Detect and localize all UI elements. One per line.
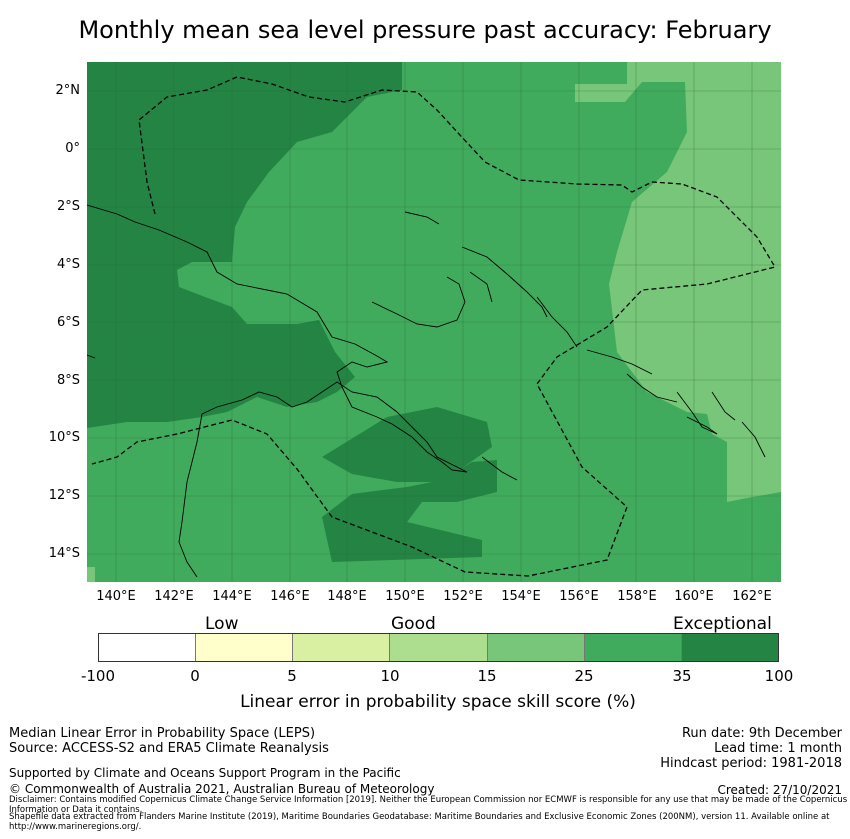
shapefile-credit: Shapefile data extracted from Flanders M…	[9, 812, 830, 832]
graticule	[87, 62, 781, 582]
colorbar-swatch	[584, 634, 682, 661]
run-date: Run date: 9th December	[681, 726, 842, 741]
lon-label: 154°E	[501, 589, 541, 604]
chart-title: Monthly mean sea level pressure past acc…	[78, 16, 772, 44]
lead-time: Lead time: 1 month	[714, 741, 842, 756]
lat-label: 10°S	[48, 430, 80, 445]
colorbar-swatch	[487, 634, 585, 661]
coastlines	[87, 204, 766, 578]
lon-label: 156°E	[559, 589, 599, 604]
lon-label: 142°E	[154, 589, 194, 604]
eez-boundaries	[91, 76, 777, 577]
colorbar-swatch	[99, 634, 197, 661]
colorbar-swatch	[196, 634, 294, 661]
colorbar-tick: 25	[574, 667, 594, 685]
colorbar	[98, 633, 779, 662]
lon-label: 160°E	[674, 589, 714, 604]
colorbar-swatch	[390, 634, 488, 661]
colorbar-swatch	[681, 634, 778, 661]
lat-label: 0°	[65, 141, 80, 156]
lat-label: 2°N	[55, 83, 81, 98]
skill-zone-fair-sw	[87, 567, 95, 582]
colorbar-tick: 15	[477, 667, 497, 685]
lon-label: 146°E	[270, 589, 310, 604]
lon-label: 140°E	[96, 589, 136, 604]
source-text: Source: ACCESS-S2 and ERA5 Climate Reana…	[9, 741, 329, 756]
colorbar-swatch	[293, 634, 391, 661]
copyright-text: © Commonwealth of Australia 2021, Austra…	[9, 782, 435, 796]
metric-text: Median Linear Error in Probability Space…	[9, 726, 316, 741]
lat-label: 14°S	[48, 546, 80, 561]
colorbar-tick: 10	[380, 667, 400, 685]
lat-label: 8°S	[56, 373, 80, 388]
colorbar-label: Linear error in probability space skill …	[240, 692, 636, 712]
colorbar-category-low: Low	[205, 614, 239, 634]
skill-zone-exceptional-nw	[87, 62, 402, 428]
lon-label: 148°E	[327, 589, 367, 604]
skill-zone-fair	[575, 62, 781, 502]
lat-label: 4°S	[56, 257, 80, 272]
skill-zone-exceptional-south	[322, 460, 497, 562]
colorbar-tick: 35	[672, 667, 692, 685]
lon-label: 162°E	[732, 589, 772, 604]
lon-label: 144°E	[212, 589, 252, 604]
hindcast-period: Hindcast period: 1981-2018	[660, 756, 842, 771]
disclaimer-text: Disclaimer: Contains modified Copernicus…	[9, 795, 848, 815]
lat-label: 12°S	[48, 488, 80, 503]
lat-label: 2°S	[56, 199, 80, 214]
colorbar-tick: -100	[80, 667, 116, 685]
colorbar-tick: 5	[287, 667, 297, 685]
lon-label: 152°E	[443, 589, 483, 604]
map-canvas	[87, 62, 781, 582]
lon-label: 158°E	[617, 589, 657, 604]
colorbar-category-exceptional: Exceptional	[673, 614, 772, 634]
colorbar-tick: 0	[190, 667, 200, 685]
lat-label: 6°S	[56, 315, 80, 330]
colorbar-category-good: Good	[391, 614, 436, 634]
lon-label: 150°E	[385, 589, 425, 604]
support-text: Supported by Climate and Oceans Support …	[9, 766, 401, 780]
skill-map	[87, 62, 781, 582]
created-date: Created: 27/10/2021	[717, 783, 842, 797]
colorbar-tick: 100	[764, 667, 794, 685]
